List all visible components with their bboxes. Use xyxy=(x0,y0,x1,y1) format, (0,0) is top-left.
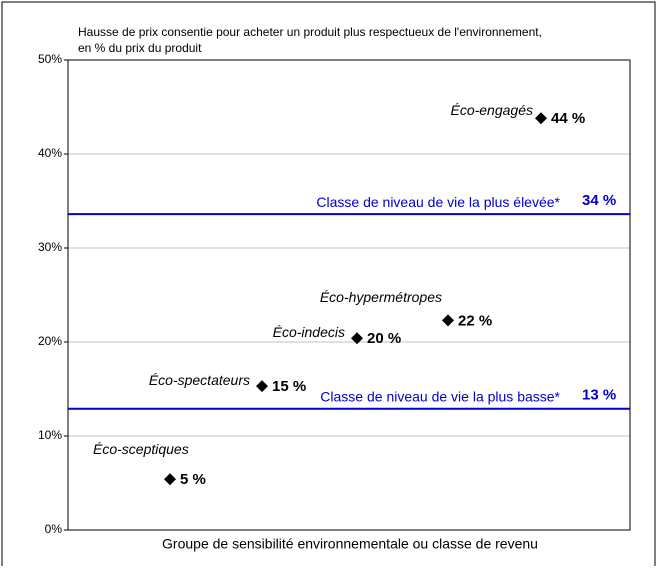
y-tick-label: 50% xyxy=(38,52,62,66)
point-name: Éco-sceptiques xyxy=(93,441,189,457)
point xyxy=(442,314,454,327)
chart-title: en % du prix du produit xyxy=(78,41,202,55)
reference-label: Classe de niveau de vie la plus basse* xyxy=(320,388,560,404)
data-label: 20 % xyxy=(367,330,401,347)
y-tick-label: 0% xyxy=(45,522,63,536)
chart-title: Hausse de prix consentie pour acheter un… xyxy=(78,25,542,39)
reference-label: Classe de niveau de vie la plus élevée* xyxy=(316,194,560,210)
data-label: 44 % xyxy=(551,110,585,127)
reference-value-label: 13 % xyxy=(582,387,616,404)
y-tick-label: 20% xyxy=(38,334,62,348)
point xyxy=(535,112,547,125)
point-name: Éco-spectateurs xyxy=(149,372,250,388)
point xyxy=(256,380,268,393)
y-tick-label: 30% xyxy=(38,240,62,254)
data-label: 15 % xyxy=(272,378,306,395)
y-tick-label: 10% xyxy=(38,428,62,442)
data-label: 5 % xyxy=(180,471,206,488)
point-name: Éco-indecis xyxy=(273,324,345,340)
point xyxy=(351,332,363,345)
point xyxy=(164,473,176,486)
plot-border xyxy=(67,59,631,531)
point-name: Éco-engagés xyxy=(450,102,533,118)
point-name: Éco-hypermétropes xyxy=(320,289,442,305)
data-label: 22 % xyxy=(458,312,492,329)
y-tick-label: 40% xyxy=(38,146,62,160)
x-axis-label: Groupe de sensibilité environnementale o… xyxy=(162,536,538,552)
reference-value-label: 34 % xyxy=(582,192,616,209)
